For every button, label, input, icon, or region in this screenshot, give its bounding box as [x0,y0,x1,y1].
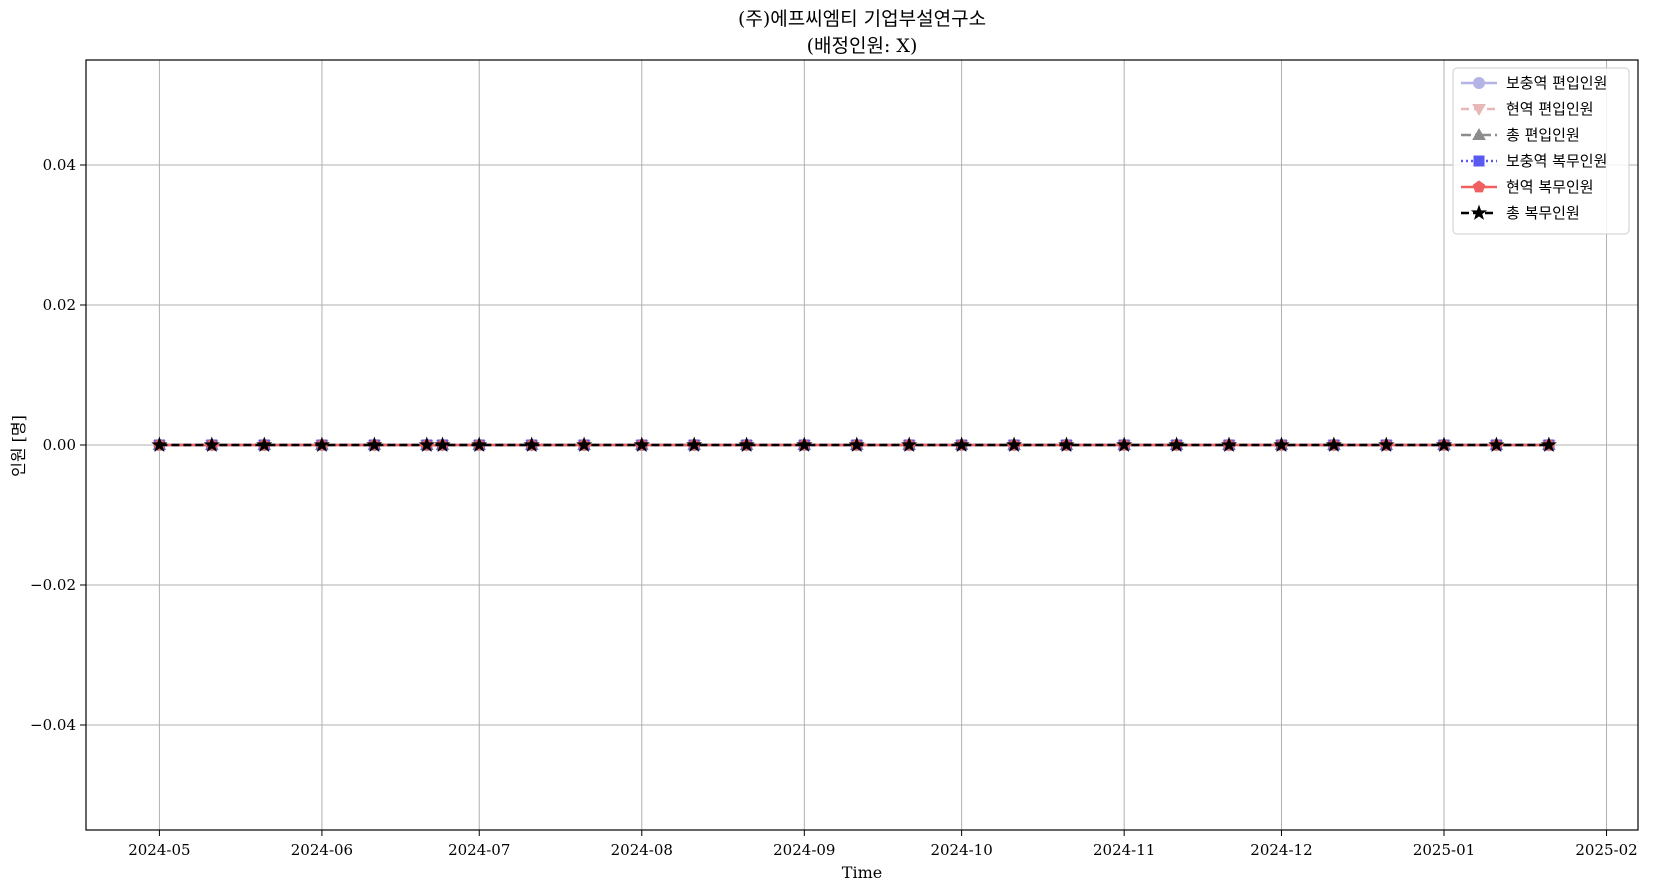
data-point [418,436,435,452]
data-point [901,436,918,452]
legend-entry: 보충역 편입인원 [1461,74,1607,92]
data-point [576,436,593,452]
data-point [1435,436,1453,452]
data-point [1540,436,1557,452]
data-point [1116,436,1133,452]
legend-swatch-marker [1472,104,1486,117]
x-tick-label: 2024-12 [1250,841,1312,859]
x-tick-label: 2025-01 [1413,841,1475,859]
series-5 [151,436,1557,452]
data-point [953,436,970,452]
x-tick-label: 2024-08 [611,841,673,859]
data-point [1005,436,1023,452]
legend-label: 총 복무인원 [1506,204,1580,222]
y-tick-label: 0.04 [43,156,76,174]
data-point [1168,436,1185,452]
x-tick-label: 2024-11 [1093,841,1155,859]
data-point [1488,436,1505,452]
legend-entry: 현역 편입인원 [1461,100,1594,118]
legend-label: 보충역 복무인원 [1506,152,1607,170]
legend-label: 보충역 편입인원 [1506,74,1607,92]
legend-entry: 현역 복무인원 [1461,178,1594,196]
x-tick-label: 2024-07 [448,841,510,859]
data-point [686,436,703,452]
data-point [151,436,168,452]
chart-title: (주)에프씨엠티 기업부설연구소 [738,8,986,30]
data-point [1378,436,1395,452]
legend-entry: 총 복무인원 [1461,204,1580,222]
x-axis-label: Time [842,863,882,882]
x-tick-label: 2024-10 [930,841,992,859]
x-tick-label: 2024-06 [291,841,353,859]
data-point [633,436,650,452]
y-tick-label: −0.04 [30,716,76,734]
data-point [1273,436,1290,452]
legend-swatch-marker [1472,180,1486,193]
data-point [434,436,451,452]
data-point [1220,436,1238,452]
data-point [738,436,755,452]
x-tick-label: 2025-02 [1575,841,1637,859]
axis-ticks: 2024-05 2024-06 2024-07 2024-08 2024-09 2024-… [30,156,1638,859]
x-tick-label: 2024-09 [773,841,835,859]
data-point [1325,436,1342,452]
data-point [471,436,488,452]
chart-subtitle: (배정인원: X) [807,35,918,57]
legend-swatch-marker [1472,127,1486,140]
data-point [523,436,540,452]
data-point [203,436,220,452]
legend-entry: 보충역 복무인원 [1461,152,1607,170]
y-tick-label: 0.00 [43,436,76,454]
legend-box [1452,67,1630,235]
y-tick-label: 0.02 [43,296,76,314]
data-point [366,436,383,452]
data-point [796,436,813,452]
data-point [848,436,865,452]
data-point [256,436,273,452]
legend-swatch-marker [1473,77,1485,89]
legend-label: 현역 복무인원 [1506,178,1594,196]
legend-swatch-marker [1470,204,1488,220]
legend-label: 총 편입인원 [1506,126,1580,144]
legend-label: 현역 편입인원 [1506,100,1594,118]
legend-swatch-marker [1473,155,1485,167]
data-point [1058,436,1075,452]
plot-series [151,436,1557,453]
y-axis-label: 인원 [명] [9,415,28,477]
data-point [313,436,331,452]
x-tick-label: 2024-05 [128,841,190,859]
y-tick-label: −0.02 [30,576,76,594]
legend-entry: 총 편입인원 [1461,126,1580,144]
